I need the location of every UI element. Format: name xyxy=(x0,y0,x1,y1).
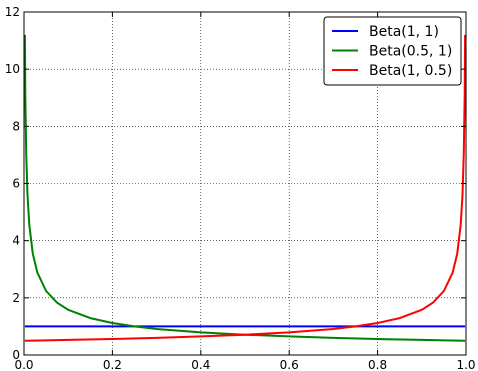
axis-ticks: 0.0 0.2 0.4 0.6 0.8 1.0 0 2 4 6 8 10 12 xyxy=(5,5,476,371)
legend-label: Beta(0.5, 1) xyxy=(369,44,452,60)
y-tick-label: 6 xyxy=(12,177,20,191)
series-line-3 xyxy=(24,34,466,342)
legend: Beta(1, 1) Beta(0.5, 1) Beta(1, 0.5) xyxy=(323,16,462,86)
series-line-2 xyxy=(24,34,466,342)
y-tick-label: 4 xyxy=(12,234,20,248)
y-tick-label: 12 xyxy=(5,5,20,19)
x-tick-label: 0.8 xyxy=(368,358,387,371)
x-tick-label: 1.0 xyxy=(456,358,475,371)
y-tick-label: 8 xyxy=(12,119,20,133)
y-tick-label: 2 xyxy=(12,291,20,305)
y-tick-label: 0 xyxy=(12,348,20,362)
x-tick-label: 0.2 xyxy=(103,358,122,371)
legend-box xyxy=(323,16,462,86)
y-tick-label: 10 xyxy=(5,62,20,76)
x-tick-label: 0.0 xyxy=(14,358,33,371)
x-tick-label: 0.6 xyxy=(280,358,299,371)
x-tick-label: 0.4 xyxy=(191,358,210,371)
series-lines xyxy=(24,34,466,342)
legend-label: Beta(1, 1) xyxy=(369,24,439,40)
legend-label: Beta(1, 0.5) xyxy=(369,63,452,79)
